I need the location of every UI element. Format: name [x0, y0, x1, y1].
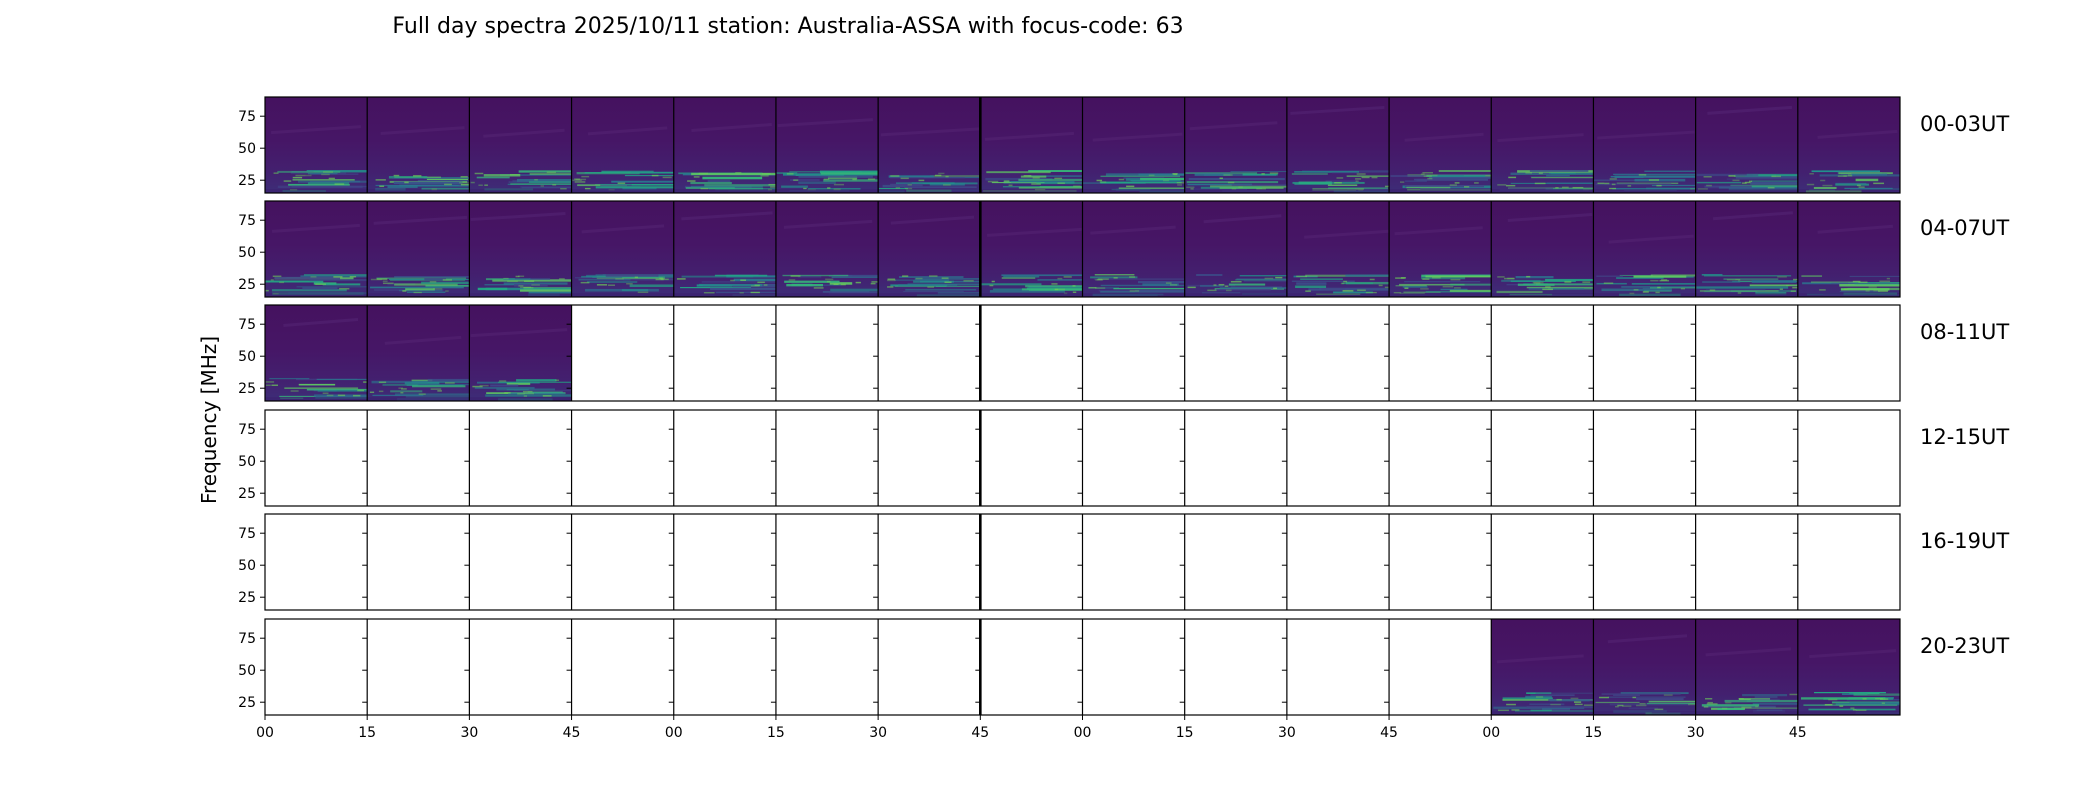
- spectra-row: 75 50 25 16-19UT: [238, 513, 2009, 611]
- spectrum-panel: [469, 201, 572, 297]
- x-tick-label: 45: [1789, 725, 1807, 741]
- y-tick-label: 50: [238, 349, 256, 365]
- spectrum-panel: [265, 305, 374, 401]
- x-tick-label: 15: [1585, 725, 1603, 741]
- x-tick-label: 30: [460, 725, 478, 741]
- x-tick-label: 00: [256, 725, 274, 741]
- spectrum-panel: [1593, 97, 1700, 193]
- x-tick-label: 45: [971, 725, 989, 741]
- x-tick-label: 15: [358, 725, 376, 741]
- spectrum-panel: [1389, 201, 1492, 297]
- y-tick-label: 25: [238, 590, 256, 606]
- y-tick-label: 25: [238, 173, 256, 189]
- row-label: 08-11UT: [1920, 320, 2009, 344]
- spectrum-panel: [1389, 97, 1492, 193]
- spectrum-panel: [775, 201, 879, 297]
- spectrum-panel: [878, 97, 981, 193]
- y-tick-label: 75: [238, 317, 256, 333]
- spectra-row: 75 50 25 04-07UT: [238, 200, 2009, 298]
- y-axis-label: Frequency [MHz]: [197, 336, 221, 504]
- spectrum-panel: [469, 305, 572, 401]
- spectrum-panel: [1797, 201, 1900, 297]
- x-tick-label: 15: [767, 725, 785, 741]
- y-tick-label: 75: [238, 631, 256, 647]
- spectra-row: 75 50 25 08-11UT: [238, 304, 2009, 402]
- spectrum-panel: [1491, 619, 1595, 715]
- spectrum-panel: [1695, 201, 1800, 297]
- spectrum-panel: [1491, 97, 1594, 193]
- x-axis: 00 15 30 45 00 15 30 45 00 15 30 45 00 15 30 45: [256, 715, 1807, 741]
- y-tick-label: 75: [238, 109, 256, 125]
- spectrum-panel: [1695, 97, 1798, 193]
- x-tick-label: 00: [665, 725, 683, 741]
- spectra-rows: 75502500-03UT75502504-07UT75502508-11UT7…: [238, 96, 2009, 716]
- spectrum-panel: [1184, 201, 1287, 297]
- spectrum-panel: [571, 97, 674, 193]
- x-tick-label: 00: [1482, 725, 1500, 741]
- spectrum-panel: [571, 201, 674, 297]
- y-tick-label: 50: [238, 558, 256, 574]
- x-tick-label: 45: [1380, 725, 1398, 741]
- row-label: 00-03UT: [1920, 112, 2009, 136]
- y-tick-label: 25: [238, 277, 256, 293]
- row-frame: [264, 200, 1901, 298]
- spectrum-panel: [1797, 619, 1900, 715]
- row-label: 16-19UT: [1920, 529, 2009, 553]
- y-tick-label: 25: [238, 486, 256, 502]
- row-label: 04-07UT: [1920, 216, 2009, 240]
- spectrum-panel: [1184, 97, 1287, 193]
- x-tick-label: 45: [563, 725, 581, 741]
- y-tick-label: 75: [238, 213, 256, 229]
- spectrum-panel: [980, 97, 1083, 193]
- y-tick-label: 50: [238, 663, 256, 679]
- row-frame: [264, 96, 1901, 194]
- spectrum-panel: [1286, 97, 1390, 193]
- spectrum-panel: [775, 97, 879, 193]
- y-tick-label: 50: [238, 454, 256, 470]
- spectrum-panel: [367, 97, 471, 193]
- spectra-row: 75 50 25 20-23UT: [238, 618, 2009, 716]
- y-tick-label: 75: [238, 422, 256, 438]
- row-label: 20-23UT: [1920, 634, 2009, 658]
- y-tick-label: 50: [238, 245, 256, 261]
- spectrum-panel: [673, 97, 779, 193]
- row-frame: [264, 513, 1901, 611]
- spectrum-panel: [1491, 201, 1594, 297]
- spectrum-panel: [1797, 97, 1900, 193]
- x-tick-label: 30: [869, 725, 887, 741]
- row-label: 12-15UT: [1920, 425, 2009, 449]
- spectrum-panel: [367, 305, 470, 401]
- row-frame: [264, 304, 1901, 402]
- spectra-row: 75 50 25 00-03UT: [238, 96, 2009, 194]
- spectrum-panel: [1593, 619, 1699, 715]
- spectrum-panel: [469, 97, 572, 193]
- x-tick-label: 15: [1176, 725, 1194, 741]
- y-tick-label: 50: [238, 141, 256, 157]
- row-frame: [264, 409, 1901, 507]
- spectrum-panel: [1593, 201, 1696, 297]
- spectrum-panel: [878, 201, 981, 297]
- spectrum-panel: [980, 201, 1083, 297]
- x-tick-label: 00: [1074, 725, 1092, 741]
- x-tick-label: 30: [1278, 725, 1296, 741]
- spectrum-panel: [265, 97, 368, 193]
- spectrum-panel: [1082, 97, 1187, 193]
- y-tick-label: 75: [238, 526, 256, 542]
- spectra-row: 75 50 25 12-15UT: [238, 409, 2009, 507]
- spectrum-panel: [1286, 201, 1395, 297]
- spectrum-panel: [367, 201, 470, 297]
- spectrum-panel: [265, 201, 368, 297]
- spectrum-panel: [673, 201, 776, 297]
- spectrum-panel: [1695, 619, 1799, 715]
- chart-title: Full day spectra 2025/10/11 station: Aus…: [392, 14, 1183, 39]
- y-tick-label: 25: [238, 695, 256, 711]
- y-tick-label: 25: [238, 381, 256, 397]
- spectrum-panel: [1082, 201, 1185, 297]
- x-tick-label: 30: [1687, 725, 1705, 741]
